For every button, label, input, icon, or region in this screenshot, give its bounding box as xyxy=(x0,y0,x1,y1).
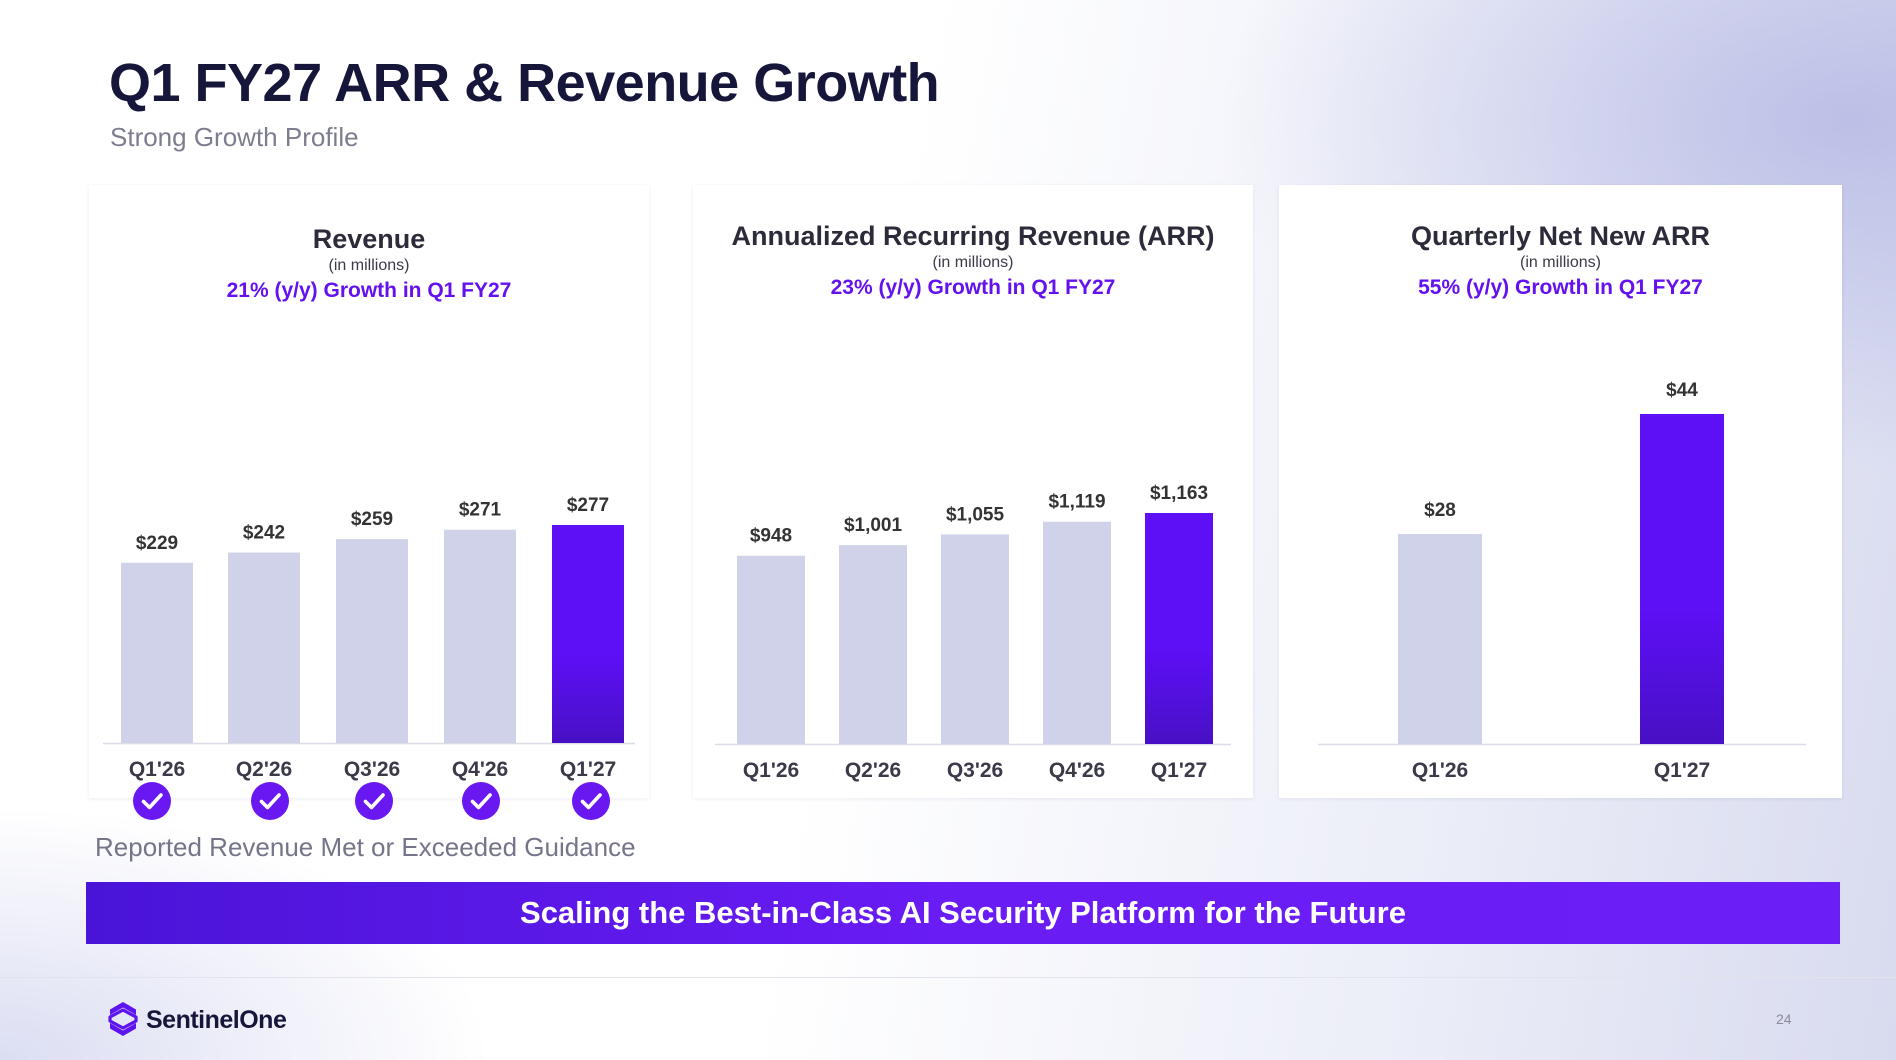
check-circle-icon xyxy=(572,782,610,820)
net-new-arr-bar-value-label: $44 xyxy=(1666,380,1698,401)
arr-bar xyxy=(1145,513,1213,744)
brand-name: SentinelOne xyxy=(146,1006,287,1034)
arr-chart-unit: (in millions) xyxy=(932,254,1014,271)
revenue-category-label: Q4'26 xyxy=(452,758,508,781)
net-new-arr-bar xyxy=(1640,414,1724,744)
arr-chart-card: Annualized Recurring Revenue (ARR) (in m… xyxy=(693,185,1253,798)
arr-category-label: Q1'27 xyxy=(1151,759,1207,782)
sentinelone-logo-icon xyxy=(108,1002,138,1036)
revenue-bar-value-label: $271 xyxy=(459,500,502,521)
tagline-banner: Scaling the Best-in-Class AI Security Pl… xyxy=(86,882,1840,944)
revenue-bar-value-label: $242 xyxy=(243,523,285,544)
revenue-bar-value-label: $259 xyxy=(351,509,393,530)
arr-category-label: Q3'26 xyxy=(947,759,1003,782)
net-new-arr-bar-value-label: $28 xyxy=(1424,500,1456,521)
arr-bar-value-label: $1,119 xyxy=(1048,492,1105,513)
arr-bar-value-label: $1,163 xyxy=(1150,483,1208,504)
revenue-category-label: Q3'26 xyxy=(344,758,400,781)
net-new-arr-chart-title: Quarterly Net New ARR xyxy=(1410,221,1711,251)
check-circle-icon xyxy=(133,782,171,820)
revenue-chart-unit: (in millions) xyxy=(328,257,410,274)
arr-growth-note: 23% (y/y) Growth in Q1 FY27 xyxy=(830,276,1116,299)
arr-bar-value-label: $948 xyxy=(750,526,792,547)
revenue-bar-chart: $229 Q1'26 $242 Q2'26 $259 Q3'26 $271 Q4'26 $277… xyxy=(103,495,635,781)
revenue-bar xyxy=(228,552,300,743)
revenue-bar xyxy=(552,525,624,743)
arr-bar xyxy=(1043,521,1111,744)
guidance-label: Reported Revenue Met or Exceeded Guidanc… xyxy=(95,832,636,862)
arr-bar-value-label: $1,001 xyxy=(844,515,903,536)
revenue-growth-note: 21% (y/y) Growth in Q1 FY27 xyxy=(226,279,512,302)
arr-bar-value-label: $1,055 xyxy=(946,504,1005,525)
revenue-bar xyxy=(336,539,408,743)
net-new-arr-chart-card: Quarterly Net New ARR (in millions) 55% … xyxy=(1279,185,1842,798)
revenue-chart-title: Revenue xyxy=(312,224,426,254)
net-new-arr-category-label: Q1'27 xyxy=(1654,759,1710,782)
revenue-category-label: Q2'26 xyxy=(236,758,292,781)
check-circle-icon xyxy=(355,782,393,820)
revenue-category-label: Q1'27 xyxy=(560,758,616,781)
arr-bar xyxy=(941,534,1009,744)
net-new-arr-category-label: Q1'26 xyxy=(1412,759,1468,782)
arr-category-label: Q2'26 xyxy=(845,759,901,782)
footer-divider xyxy=(0,977,1896,978)
page-subtitle: Strong Growth Profile xyxy=(110,122,359,152)
net-new-arr-bar-chart: $28 Q1'26 $44 Q1'27 xyxy=(1318,380,1806,782)
revenue-chart-card: Revenue (in millions) 21% (y/y) Growth i… xyxy=(89,185,649,798)
check-circle-icon xyxy=(251,782,289,820)
revenue-bar-value-label: $277 xyxy=(567,495,609,516)
net-new-arr-bar xyxy=(1398,534,1482,744)
arr-bar xyxy=(737,555,805,744)
revenue-bar xyxy=(121,562,193,743)
arr-category-label: Q4'26 xyxy=(1049,759,1105,782)
net-new-arr-growth-note: 55% (y/y) Growth in Q1 FY27 xyxy=(1418,276,1703,299)
arr-bar-chart: $948 Q1'26 $1,001 Q2'26 $1,055 Q3'26 $1,119 Q4'… xyxy=(715,483,1231,782)
page-title: Q1 FY27 ARR & Revenue Growth xyxy=(109,53,940,113)
revenue-bar xyxy=(444,529,516,743)
arr-chart-title: Annualized Recurring Revenue (ARR) xyxy=(731,221,1215,251)
arr-bar xyxy=(839,545,907,744)
net-new-arr-chart-unit: (in millions) xyxy=(1520,254,1601,271)
check-circle-icon xyxy=(462,782,500,820)
revenue-bar-value-label: $229 xyxy=(136,533,178,554)
page-number: 24 xyxy=(1776,1011,1792,1027)
arr-category-label: Q1'26 xyxy=(743,759,799,782)
guidance-checkmarks xyxy=(0,782,700,826)
revenue-category-label: Q1'26 xyxy=(129,758,185,781)
